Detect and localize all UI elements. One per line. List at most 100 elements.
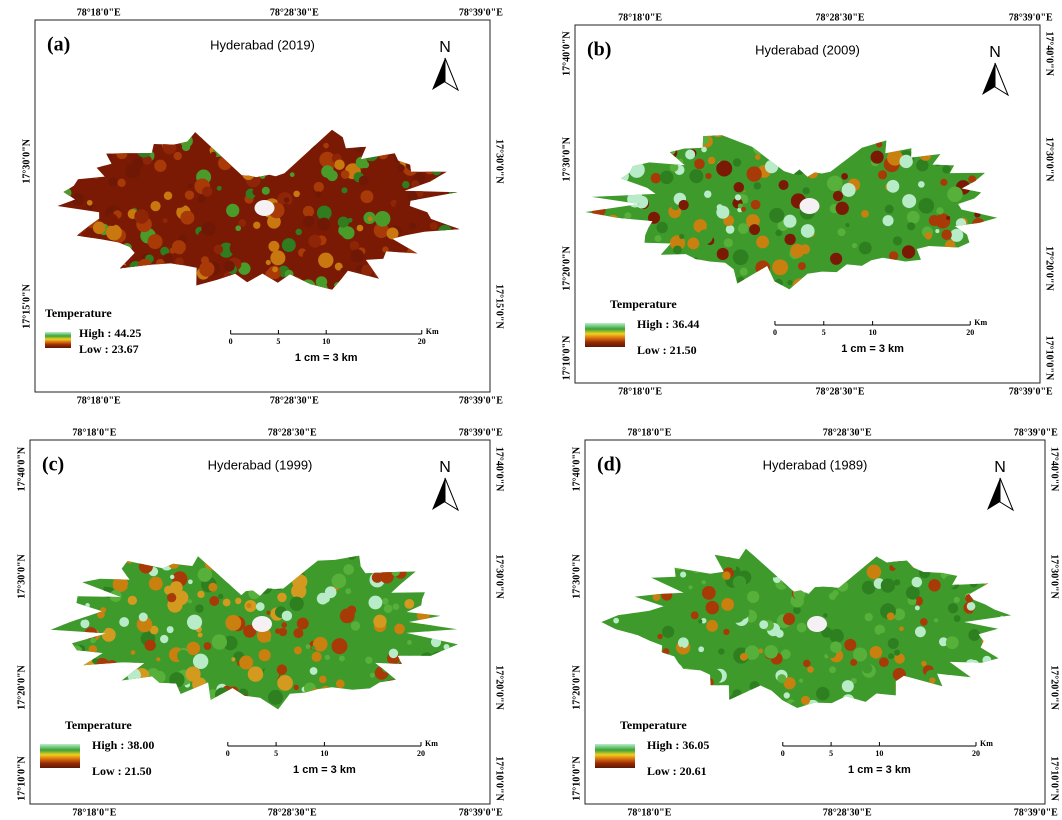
heat-patch — [901, 245, 916, 259]
north-arrow — [444, 57, 460, 92]
north-arrow — [994, 62, 1010, 97]
heat-patch — [669, 163, 679, 172]
heat-patch — [947, 603, 959, 614]
heat-patch — [723, 238, 733, 248]
heat-patch — [737, 223, 749, 234]
heat-patch — [127, 582, 136, 591]
scale-label: 20 — [417, 749, 425, 758]
heat-patch — [229, 241, 244, 256]
heat-patch — [119, 617, 130, 627]
heat-patch — [239, 655, 254, 670]
heat-patch — [752, 571, 768, 586]
heat-patch — [733, 182, 745, 193]
north-arrow — [999, 477, 1015, 512]
heat-patch — [732, 566, 737, 571]
heat-patch — [188, 579, 193, 585]
heat-patch — [326, 170, 338, 182]
heat-patch — [787, 279, 793, 286]
heat-patch — [265, 269, 274, 279]
heat-patch — [256, 628, 272, 643]
heat-patch — [160, 634, 169, 644]
heat-patch — [940, 178, 948, 186]
heat-patch — [786, 172, 793, 179]
longitude-label: 78°18'0"E — [77, 395, 121, 406]
heat-patch — [972, 655, 977, 660]
heat-patch — [764, 645, 778, 659]
heat-patch — [347, 555, 357, 560]
heat-patch — [800, 695, 811, 706]
heat-patch — [972, 608, 984, 620]
heat-patch — [874, 624, 886, 636]
heat-patch — [226, 203, 240, 218]
heat-patch — [716, 205, 730, 219]
longitude-label: 78°18'0"E — [618, 12, 662, 23]
heat-patch — [899, 626, 904, 632]
heat-patch — [227, 211, 233, 216]
legend-title: Temperature — [620, 718, 687, 732]
heat-patch — [721, 598, 735, 611]
heat-patch — [680, 571, 687, 578]
heat-patch — [687, 160, 692, 165]
heat-patch — [893, 579, 901, 586]
latitude-label: 17°15'0"N — [494, 284, 505, 329]
heat-patch — [90, 637, 97, 644]
heat-patch — [395, 200, 407, 212]
heat-patch — [112, 576, 129, 593]
heat-patch — [723, 628, 730, 636]
longitude-label: 78°18'0"E — [72, 807, 116, 818]
longitude-label: 78°18'0"E — [72, 427, 116, 438]
heat-patch — [361, 264, 373, 277]
heat-patch — [92, 221, 106, 235]
heat-patch — [388, 648, 399, 659]
heat-patch — [225, 614, 242, 631]
heat-patch — [300, 227, 313, 240]
heat-patch — [679, 233, 685, 239]
latitude-label: 17°10'0"N — [1049, 756, 1060, 801]
heat-patch — [700, 617, 707, 624]
heat-patch — [902, 194, 917, 209]
heat-patch — [289, 172, 295, 177]
heat-patch — [892, 236, 903, 246]
heat-patch — [217, 271, 225, 278]
heat-patch — [689, 169, 704, 184]
heat-patch — [187, 599, 192, 604]
heat-patch — [201, 186, 213, 197]
heat-patch — [188, 202, 193, 207]
heat-patch — [362, 161, 370, 169]
heat-patch — [242, 236, 251, 245]
heat-patch — [253, 221, 261, 229]
heat-patch — [841, 680, 854, 693]
heat-patch — [246, 602, 252, 609]
heat-patch — [180, 624, 187, 632]
heat-patch — [694, 158, 705, 170]
scale-text: 1 cm = 3 km — [841, 343, 904, 355]
heat-patch — [138, 612, 148, 622]
legend-ramp — [595, 744, 635, 768]
legend-low: Low : 21.50 — [637, 343, 697, 357]
heat-patch — [797, 262, 806, 271]
heat-patch — [134, 209, 149, 224]
heat-patch — [218, 593, 224, 600]
heat-patch — [281, 610, 293, 622]
latitude-label: 17°10'0"N — [16, 755, 27, 800]
scale-text: 1 cm = 3 km — [295, 352, 358, 364]
legend-high: High : 44.25 — [79, 326, 141, 340]
heat-patch — [275, 628, 281, 634]
scale-label: 5 — [276, 337, 280, 346]
map-panel: 78°18'0"E 78°28'30"E 78°39'0"E 78°18'0"E 78°… — [571, 427, 1060, 818]
heat-patch — [739, 652, 748, 661]
heat-patch — [197, 195, 206, 203]
heat-patch — [800, 244, 811, 255]
heat-patch — [317, 217, 331, 231]
heat-patch — [208, 582, 218, 592]
heat-patch — [753, 182, 762, 190]
heat-patch — [199, 261, 215, 277]
heat-patch — [289, 596, 304, 611]
heat-patch — [968, 629, 981, 641]
map-panel: 78°18'0"E 78°28'30"E 78°39'0"E 78°18'0"E 78°… — [561, 12, 1054, 397]
heat-patch — [966, 601, 976, 611]
heat-patch — [734, 194, 742, 201]
heat-patch — [339, 608, 355, 624]
heat-patch — [796, 622, 807, 633]
heat-patch — [149, 625, 159, 635]
